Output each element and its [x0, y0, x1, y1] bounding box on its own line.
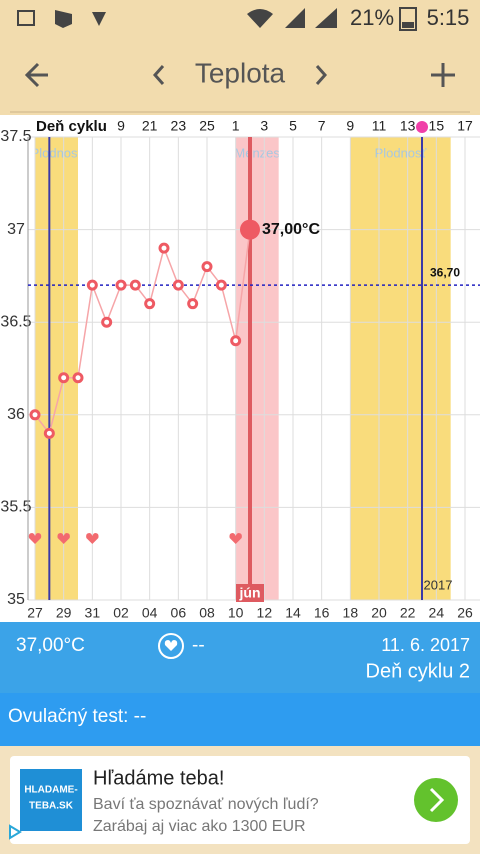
data-point	[86, 279, 98, 291]
info-heart: --	[192, 635, 205, 656]
x-tick-label: 24	[429, 605, 445, 621]
prev-button[interactable]	[152, 65, 165, 85]
data-point	[58, 372, 70, 384]
ad-logo-text: HLADAME-	[24, 785, 77, 796]
info-panel	[0, 622, 480, 693]
top-tick-label: 3	[260, 118, 268, 134]
band	[235, 137, 279, 600]
top-tick-label: 11	[372, 118, 387, 134]
top-tick-label: 25	[199, 118, 215, 134]
x-tick-label: 10	[228, 605, 244, 621]
top-tick-label: 5	[289, 118, 297, 134]
info-temp: 37,00°C	[16, 635, 85, 656]
heart	[57, 533, 70, 544]
data-point	[101, 316, 113, 328]
ad-go-button[interactable]	[414, 778, 458, 822]
data-point	[115, 279, 127, 291]
data-point	[201, 261, 213, 273]
heart	[86, 533, 99, 544]
add-button[interactable]	[431, 63, 455, 87]
ad-title: Hľadáme teba!	[93, 767, 224, 789]
x-tick-label: 26	[457, 605, 473, 621]
info-date: 11. 6. 2017	[381, 635, 470, 655]
x-tick-label: 02	[113, 605, 129, 621]
data-point	[72, 372, 84, 384]
toolbar-title: Teplota	[195, 57, 286, 88]
x-tick-label: 20	[371, 605, 387, 621]
top-tick-label: 1	[232, 118, 240, 134]
month-label: jún	[239, 585, 261, 601]
band-label: Plodnosť	[31, 145, 83, 160]
top-tick-label: 13	[400, 118, 416, 134]
top-tick-label: 21	[142, 118, 158, 134]
ad-choices	[9, 824, 22, 840]
top-tick-label: 9	[117, 118, 125, 134]
ad-logo-text: TEBA.SK	[29, 801, 74, 812]
y-tick-label: 37.5	[0, 128, 31, 145]
data-point	[230, 335, 242, 347]
ovulation-panel[interactable]	[0, 693, 480, 746]
data-point	[158, 242, 170, 254]
ad-line: Zarábaj aj viac ako 1300 EUR	[93, 818, 306, 835]
y-tick-label: 36	[7, 406, 25, 423]
ad-logo	[20, 769, 82, 831]
band-label: Plodnosť	[375, 145, 427, 160]
band	[35, 137, 78, 600]
heart	[28, 533, 42, 544]
data-point	[187, 298, 199, 310]
data-line	[34, 229, 251, 435]
clock: 5:15	[427, 5, 470, 30]
band	[350, 137, 451, 600]
top-axis-title: Deň cyklu	[36, 118, 107, 135]
heart	[229, 533, 242, 544]
data-point	[172, 279, 184, 291]
y-tick-label: 35.5	[0, 499, 31, 516]
cover-label: 36,70	[430, 265, 460, 279]
x-tick-label: 31	[85, 605, 101, 621]
x-tick-label: 27	[27, 605, 43, 621]
y-tick-label: 35	[7, 591, 25, 608]
ovulation-text: Ovulačný test: --	[8, 706, 146, 727]
heart-icon	[164, 640, 178, 651]
x-tick-label: 08	[199, 605, 215, 621]
x-tick-label: 14	[285, 605, 301, 621]
x-tick-label: 06	[171, 605, 187, 621]
data-point	[129, 279, 141, 291]
band-label: Menzes	[234, 145, 280, 160]
x-tick-label: 22	[400, 605, 416, 621]
x-tick-label: 18	[343, 605, 359, 621]
ad-line: Baví ťa spoznávať nových ľudí?	[93, 796, 319, 813]
top-tick-label: 15	[429, 118, 445, 134]
y-tick-label: 37	[7, 221, 25, 238]
x-tick-label: 12	[257, 605, 273, 621]
top-tick-label: 23	[171, 118, 187, 134]
cycle-dot	[416, 121, 428, 133]
info-cycle-day: Deň cyklu 2	[366, 660, 471, 682]
battery: 21%	[350, 5, 394, 30]
year-label: 2017	[424, 577, 453, 592]
ad-arrow	[429, 787, 445, 813]
x-tick-label: 16	[314, 605, 330, 621]
selected-label: 37,00°C	[262, 221, 320, 238]
data-point	[43, 427, 55, 439]
month-tag	[236, 584, 264, 602]
next-button[interactable]	[315, 65, 328, 85]
heart-button[interactable]	[158, 633, 184, 659]
top-tick-label: 17	[457, 118, 473, 134]
top-tick-label: 9	[346, 118, 354, 134]
status-icons	[17, 7, 417, 31]
back-button[interactable]	[24, 62, 48, 88]
data-point	[240, 219, 260, 240]
x-tick-label: 04	[142, 605, 158, 621]
y-tick-label: 36.5	[0, 313, 31, 330]
x-tick-label: 29	[56, 605, 72, 621]
data-point	[29, 409, 41, 421]
data-point	[144, 298, 156, 310]
data-point	[215, 279, 227, 291]
top-tick-label: 7	[318, 118, 326, 134]
ad-card[interactable]	[10, 756, 470, 844]
